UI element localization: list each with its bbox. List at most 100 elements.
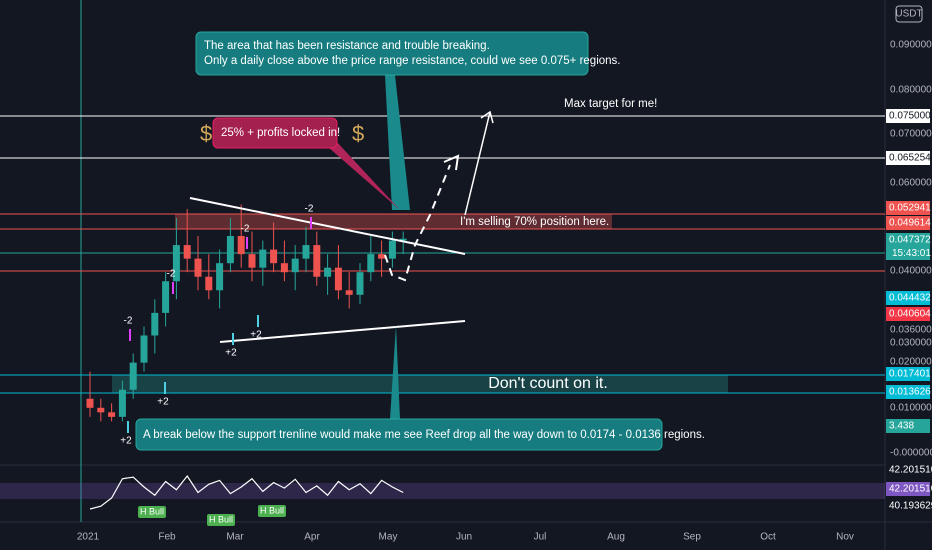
price-tag-label: 0.013626 xyxy=(889,387,931,398)
price-label: 0.010000 xyxy=(890,403,932,414)
price-tag-label: 3.438 xyxy=(889,421,914,432)
signal-label: +2 xyxy=(120,436,132,447)
candle-body xyxy=(270,249,278,264)
candle-body xyxy=(345,290,353,295)
dollar-icon: $ xyxy=(352,121,364,146)
time-label: Mar xyxy=(226,532,244,543)
time-label: Apr xyxy=(304,532,320,543)
rsi-line xyxy=(89,474,404,510)
candle-body xyxy=(97,407,105,413)
support-callout xyxy=(135,418,663,451)
candle-body xyxy=(172,245,180,282)
price-tag xyxy=(886,151,930,165)
price-label: 0.080000 xyxy=(890,85,932,96)
price-tag-label: 0.017401 xyxy=(889,369,931,380)
price-tag xyxy=(886,367,930,381)
rsi-tag-label: 42.201510 xyxy=(889,484,932,495)
candle-body xyxy=(140,335,148,363)
signal-label: -2 xyxy=(241,224,250,235)
candle-body xyxy=(151,312,159,336)
price-label: 0.030000 xyxy=(890,338,932,349)
candle-body xyxy=(302,245,310,259)
rsi-signal: H Bull xyxy=(260,505,284,515)
rsi-tag xyxy=(886,499,930,513)
time-label: Jul xyxy=(534,532,547,543)
selling-note: I'm selling 70% position here. xyxy=(460,216,609,228)
price-tag xyxy=(886,307,930,321)
currency: USDT xyxy=(895,9,922,20)
rsi-signal: H Bull xyxy=(209,514,233,524)
candle-body xyxy=(378,254,386,259)
rsi-signal-badge xyxy=(138,506,166,518)
time-label: May xyxy=(379,532,398,543)
zone-note: Don't count on it. xyxy=(488,375,608,392)
callout-text: 25% + profits locked in! xyxy=(221,127,340,139)
rsi-signal-badge xyxy=(207,514,235,526)
callout-pointer xyxy=(320,140,400,210)
price-tag xyxy=(886,216,930,230)
candle-body xyxy=(356,272,364,295)
trendline xyxy=(219,320,466,343)
callout-pointer xyxy=(390,325,400,419)
candle-body xyxy=(334,267,342,291)
candle-body xyxy=(108,412,116,417)
price-label: 0.020000 xyxy=(890,357,932,368)
arrow-head xyxy=(480,110,494,124)
candle-body xyxy=(162,281,170,313)
callout-text: The area that has been resistance and tr… xyxy=(204,40,490,52)
price-tag xyxy=(886,201,930,215)
candle-body xyxy=(129,362,137,390)
time-label: Jun xyxy=(456,532,472,543)
candle-body xyxy=(313,245,321,277)
rsi-band xyxy=(0,483,885,499)
countdown-tag xyxy=(886,247,930,260)
signal-label: +2 xyxy=(225,348,237,359)
signal-label: -2 xyxy=(305,204,314,215)
trendline xyxy=(189,197,466,255)
rsi-tag xyxy=(886,482,930,496)
price-tag-label: 0.047372 xyxy=(889,235,931,246)
signal-label: -2 xyxy=(167,269,176,280)
candle-body xyxy=(259,249,267,268)
candles xyxy=(86,204,407,422)
candle-body xyxy=(216,263,224,291)
price-tag-label: 0.065254 xyxy=(889,153,931,164)
callout-text: Only a daily close above the price range… xyxy=(204,55,620,67)
countdown: 15:43:01 xyxy=(892,248,931,259)
rsi-tag xyxy=(886,463,930,477)
time-label: Nov xyxy=(836,532,854,543)
resistance-callout xyxy=(195,31,589,76)
support-zone xyxy=(112,375,728,393)
candle-body xyxy=(324,267,332,277)
price-tag-label: 0.049614 xyxy=(889,218,931,229)
signal-label: +2 xyxy=(250,330,262,341)
candle-body xyxy=(248,254,256,268)
rsi-signal: H Bull xyxy=(140,506,164,516)
rsi-signal-badge xyxy=(258,505,286,517)
candle-body xyxy=(399,238,407,241)
price-tag-label: 0.044432 xyxy=(889,293,931,304)
time-label: Aug xyxy=(607,532,625,543)
candle-body xyxy=(205,276,213,291)
signal-label: +2 xyxy=(157,397,169,408)
candle-body xyxy=(291,258,299,273)
price-tag-label: 0.052941 xyxy=(889,203,931,214)
candle-body xyxy=(118,389,126,417)
price-tag xyxy=(886,233,930,247)
price-label: 0.070000 xyxy=(890,129,932,140)
price-label: 0.060000 xyxy=(890,178,932,189)
currency-badge[interactable] xyxy=(895,5,923,23)
candle-body xyxy=(226,236,234,264)
candle-body xyxy=(280,263,288,273)
candle-body xyxy=(194,258,202,277)
price-label: 0.040000 xyxy=(890,266,932,277)
callout-pointer xyxy=(385,75,410,210)
arrow-head xyxy=(443,154,460,171)
price-tag-label: 0.040604 xyxy=(889,309,931,320)
price-tag xyxy=(886,385,930,399)
candle-body xyxy=(367,254,375,273)
rsi-tag-label: 40.193629 xyxy=(889,501,932,512)
price-tag-label: 0.075000 xyxy=(889,111,931,122)
